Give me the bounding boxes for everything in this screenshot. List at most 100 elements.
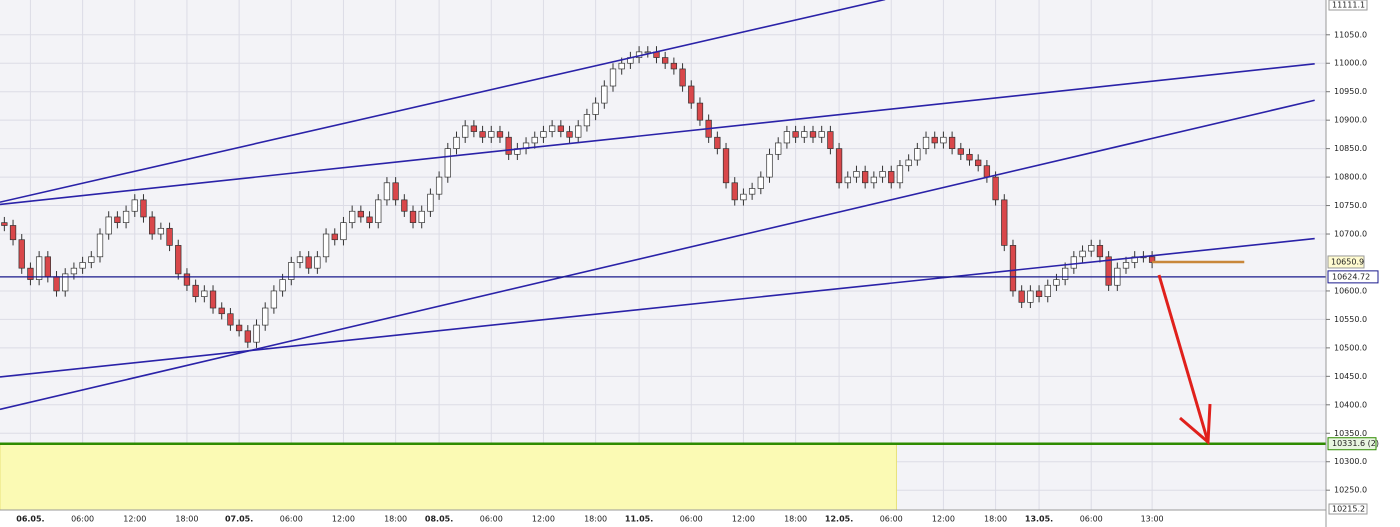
x-tick-label: 06:00: [71, 515, 94, 524]
candle-body: [383, 182, 391, 201]
candle-body: [957, 148, 964, 155]
x-tick-label: 06.05.: [16, 515, 44, 524]
candle-body: [166, 227, 173, 246]
candle-body: [809, 131, 817, 138]
y-tick-label: 11050.0: [1334, 30, 1367, 39]
candle-body: [731, 182, 738, 201]
candle-body: [975, 159, 982, 167]
candle-body: [644, 51, 651, 54]
candle-body: [914, 148, 921, 161]
x-tick-label: 12:00: [732, 515, 755, 524]
candle-body: [70, 267, 78, 275]
candle-body: [409, 210, 417, 223]
trendline: [0, 99, 1315, 411]
candle-body: [9, 225, 17, 241]
candle-body: [296, 256, 304, 263]
candle-body: [366, 216, 373, 223]
candle-body: [1027, 290, 1034, 303]
candle-body: [583, 114, 591, 127]
candle-body: [288, 262, 295, 280]
candle-body: [349, 210, 356, 223]
x-tick-label: 18:00: [784, 515, 807, 524]
x-tick-label: 18:00: [384, 515, 407, 524]
candle-body: [662, 57, 669, 64]
candle-body: [540, 131, 547, 138]
candle-body: [340, 222, 347, 241]
candle-body: [940, 136, 947, 144]
candle-body: [792, 131, 799, 138]
axis-end-label: 10215.2: [1332, 505, 1365, 514]
candle-body: [905, 159, 912, 167]
plot-layer: [0, 0, 1326, 511]
candle-body: [696, 102, 704, 121]
candle-body: [270, 290, 278, 309]
candle-body: [192, 284, 199, 297]
candle-body: [375, 199, 382, 223]
axis-end-box: [1328, 503, 1368, 515]
candle-body: [357, 210, 364, 218]
y-tick-label: 10250.0: [1334, 486, 1367, 495]
y-tick-label: 10400.0: [1334, 400, 1367, 409]
x-tick-label: 12:00: [932, 515, 955, 524]
x-tick-label: 06:00: [280, 515, 303, 524]
plot-background: [0, 0, 1326, 510]
trendline: [0, 63, 1315, 206]
x-tick-label: 13:00: [1141, 515, 1164, 524]
y-tick-label: 10550.0: [1334, 315, 1367, 324]
candle-body: [766, 153, 773, 178]
candle-body: [757, 176, 764, 189]
candle-body: [322, 233, 330, 258]
x-tick-label: 12:00: [532, 515, 555, 524]
candle-body: [948, 136, 956, 149]
candle-body: [1018, 290, 1025, 303]
candle-body: [983, 165, 991, 178]
candle-body: [253, 324, 260, 343]
y-tick-label: 10450.0: [1334, 372, 1367, 381]
candle-body: [1096, 245, 1104, 258]
y-tick-label: 10300.0: [1334, 457, 1367, 466]
candle-body: [592, 102, 599, 115]
candle-body: [548, 125, 556, 132]
candle-body: [1079, 250, 1086, 258]
candle-body: [966, 153, 973, 161]
candle-body: [714, 136, 721, 149]
x-tick-label: 18:00: [584, 515, 607, 524]
x-tick-label: 06:00: [480, 515, 503, 524]
candle-body: [1009, 245, 1017, 292]
candle-body: [262, 307, 269, 326]
candle-body: [1035, 290, 1043, 297]
candle-body: [888, 171, 895, 184]
candle-body: [35, 256, 43, 280]
candle-body: [722, 148, 730, 184]
candle-body: [183, 273, 191, 286]
candle-body: [44, 256, 51, 278]
target-zone: [0, 443, 897, 511]
candle-body: [418, 210, 425, 223]
candle-body: [392, 182, 399, 201]
x-tick-label: 12:00: [332, 515, 355, 524]
price-level-box: [1327, 270, 1379, 284]
candle-body: [1, 222, 8, 226]
arrow-head: [1179, 403, 1212, 446]
candle-body: [844, 176, 851, 184]
candle-body: [783, 131, 791, 144]
candle-body: [1070, 256, 1077, 269]
candle-body: [331, 233, 338, 241]
candle-body: [131, 199, 138, 212]
candle-body: [1088, 245, 1095, 252]
candle-body: [114, 216, 121, 223]
x-tick-label: 06:00: [680, 515, 703, 524]
candle-body: [801, 131, 808, 138]
trendline: [0, 0, 886, 203]
axis-end-label: 11111.1: [1332, 1, 1365, 10]
candle-body: [870, 176, 878, 184]
candle-body: [201, 290, 208, 297]
y-tick-label: 10600.0: [1334, 286, 1367, 295]
candle-body: [531, 136, 538, 144]
candle-body: [1001, 199, 1008, 246]
candle-body: [618, 62, 625, 70]
candle-body: [479, 131, 486, 138]
candle-body: [740, 193, 747, 201]
candle-body: [18, 239, 25, 269]
candle-body: [835, 148, 843, 184]
